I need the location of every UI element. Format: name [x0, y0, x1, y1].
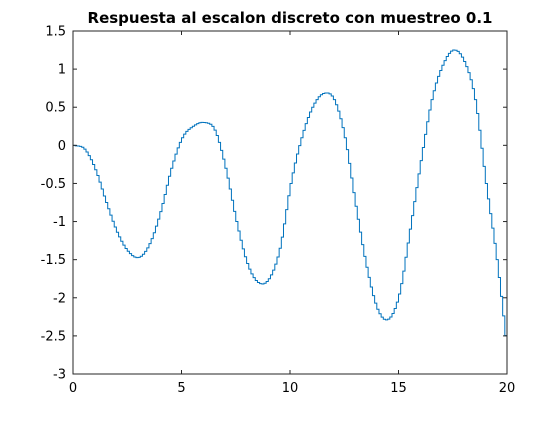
y-tick-label: 1	[58, 63, 66, 78]
y-tick-label: 1.5	[45, 25, 66, 40]
tick-layer: 0 5 10 15 20 -3 -2.5 -2 -1.5 -1 -0.5 0 0.5 1 1.5	[41, 25, 516, 397]
x-tick-label: 20	[499, 381, 516, 396]
x-tick-label: 15	[390, 381, 407, 396]
axes-background	[73, 31, 507, 374]
y-tick-label: 0.5	[45, 101, 66, 116]
y-tick-label: -1.5	[41, 253, 66, 268]
x-tick-label: 5	[177, 381, 185, 396]
x-tick-label: 0	[69, 381, 77, 396]
y-tick-label: -2	[53, 291, 66, 306]
y-tick-label: 0	[58, 139, 66, 154]
x-tick-label: 10	[282, 381, 299, 396]
y-tick-label: -0.5	[41, 177, 66, 192]
y-tick-label: -2.5	[41, 329, 66, 344]
y-tick-label: -3	[53, 368, 66, 383]
chart-title: Respuesta al escalon discreto con muestr…	[88, 9, 493, 27]
series-layer	[73, 49, 508, 355]
y-tick-label: -1	[53, 215, 66, 230]
step-response-series	[73, 49, 508, 355]
